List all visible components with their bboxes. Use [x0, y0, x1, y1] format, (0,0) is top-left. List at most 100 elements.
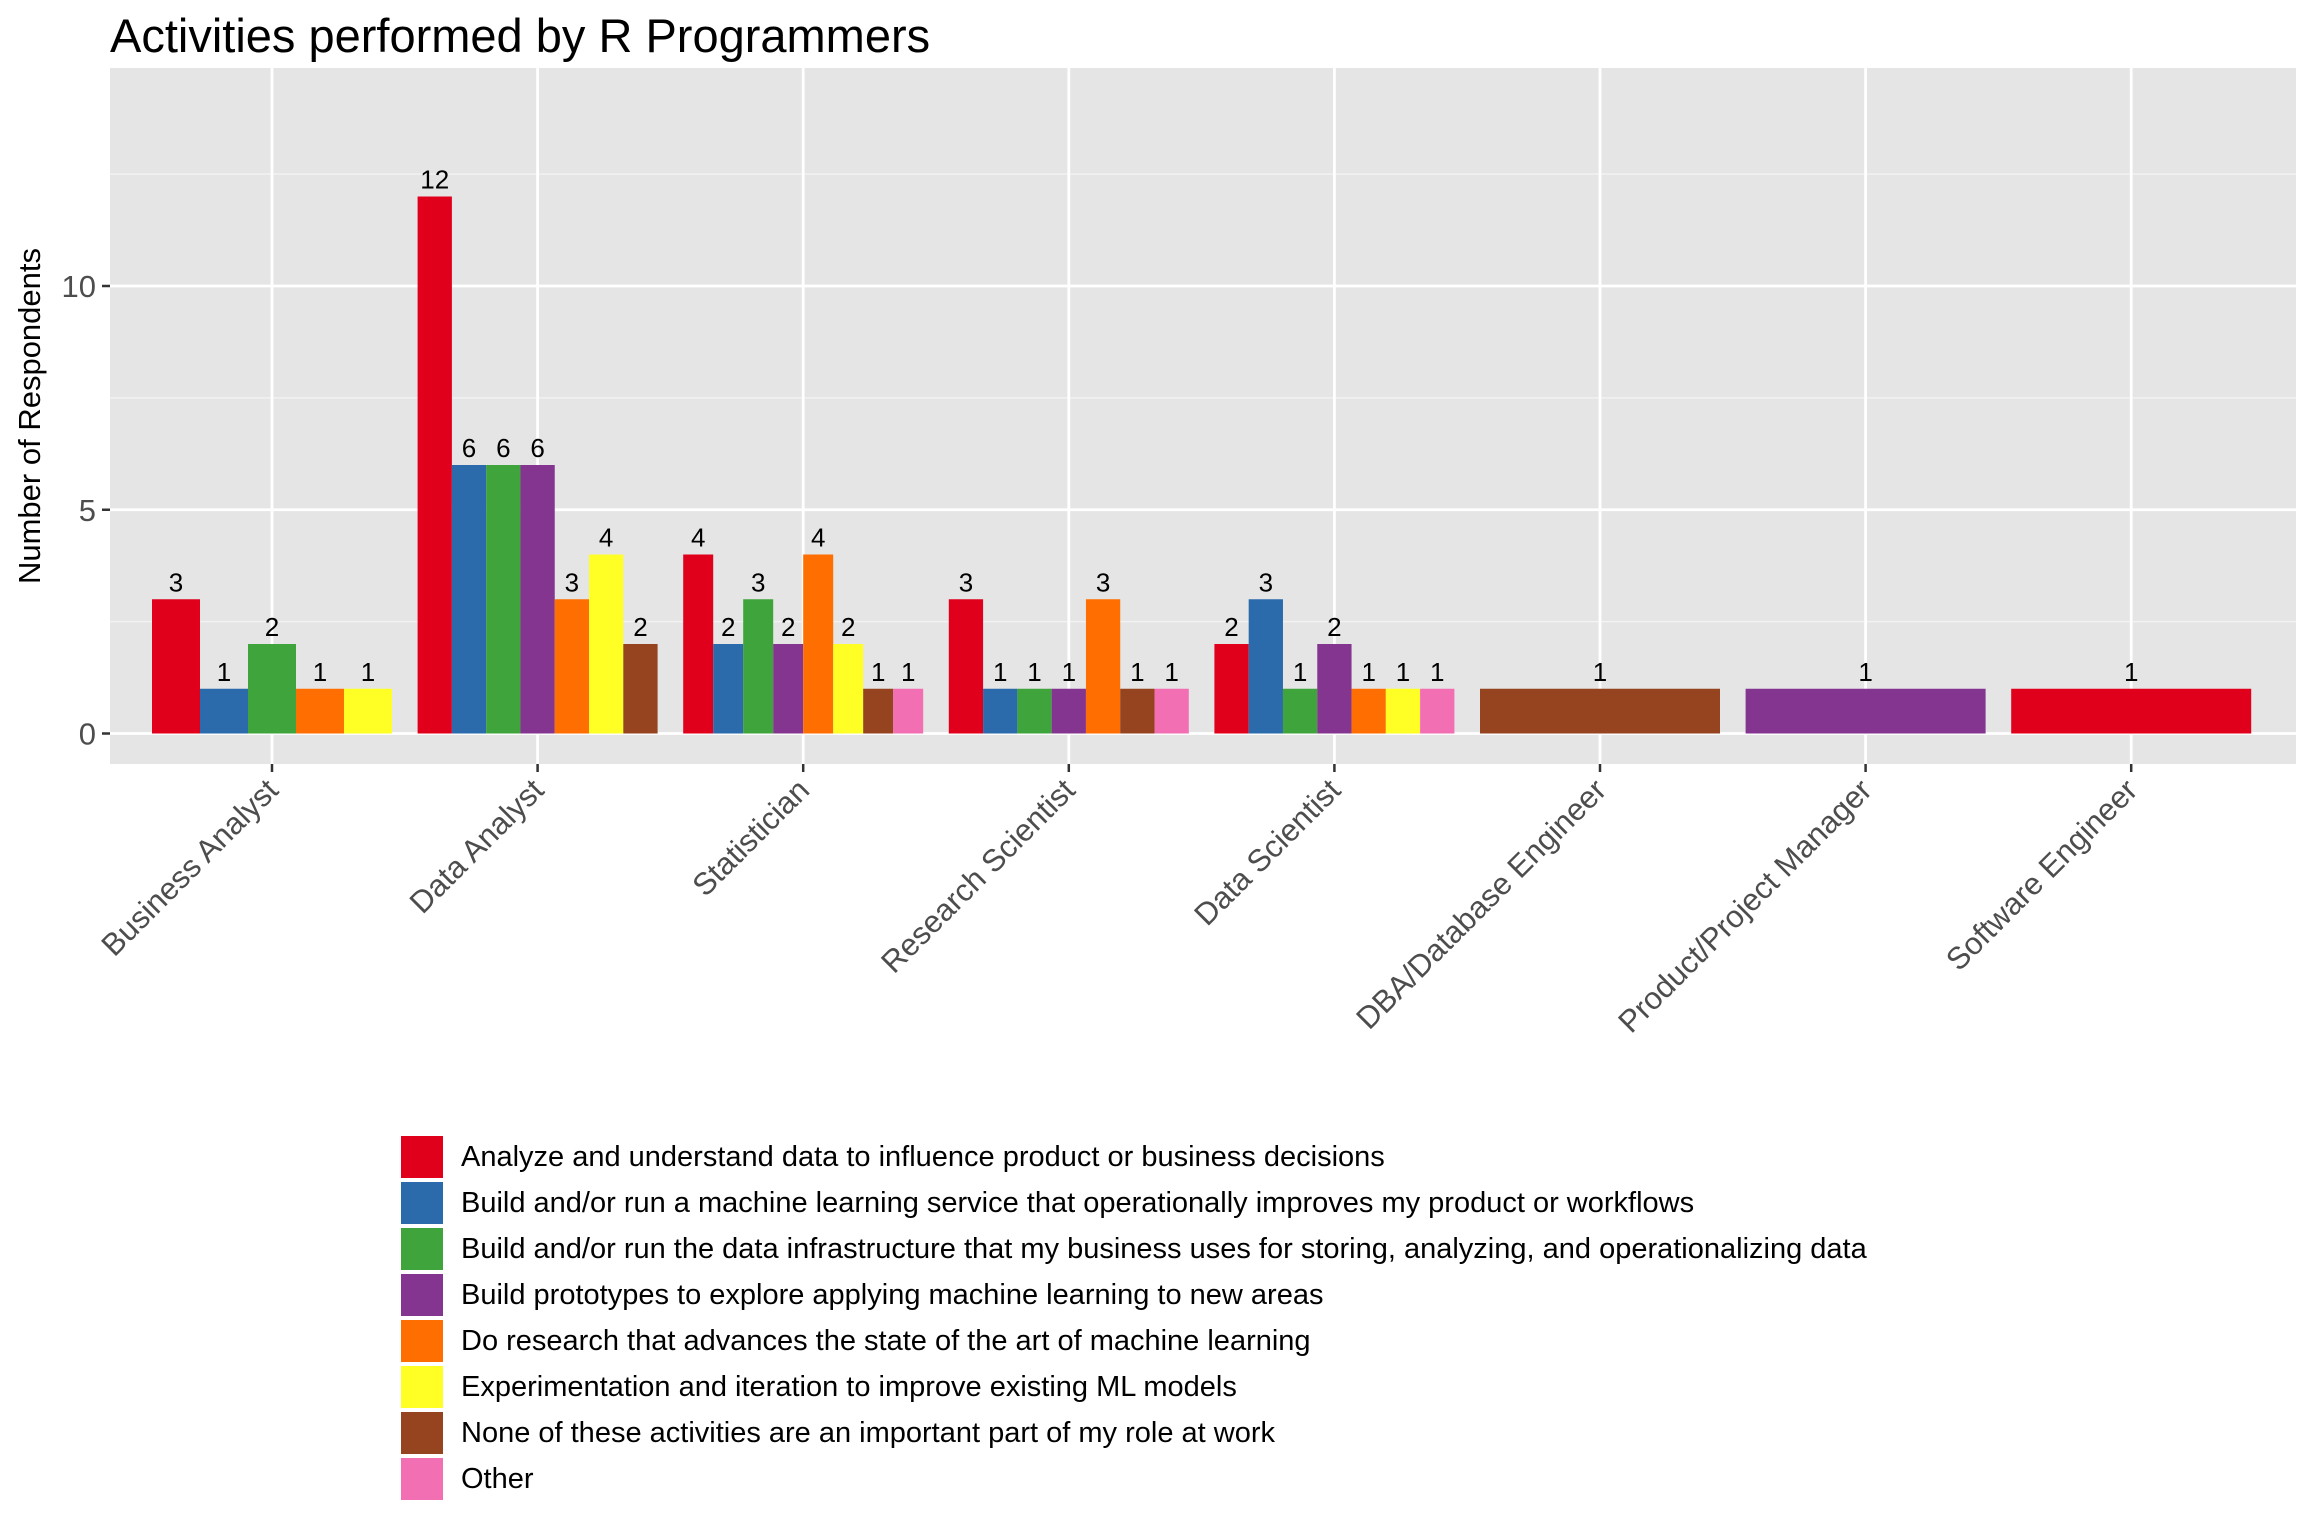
data-label: 1 — [1361, 657, 1375, 687]
bar — [248, 644, 296, 734]
data-label: 2 — [633, 612, 647, 642]
bar — [948, 599, 984, 734]
data-label: 2 — [781, 612, 795, 642]
y-axis: 0 5 10 — [62, 269, 110, 752]
data-label: 1 — [361, 657, 375, 687]
legend-item: Other — [401, 1456, 1867, 1502]
bar — [486, 465, 521, 734]
data-label: 3 — [169, 567, 183, 597]
legend-label: Analyze and understand data to influence… — [461, 1140, 1385, 1173]
bar — [152, 599, 200, 734]
legend-label: Build and/or run the data infrastructure… — [461, 1232, 1867, 1265]
legend-label: Build prototypes to explore applying mac… — [461, 1278, 1324, 1311]
data-label: 6 — [530, 433, 544, 463]
bar — [683, 554, 714, 734]
bar — [1120, 688, 1155, 734]
data-label: 3 — [1096, 567, 1110, 597]
legend-item: Build and/or run the data infrastructure… — [401, 1226, 1867, 1272]
legend-swatch — [401, 1136, 443, 1178]
data-label: 3 — [565, 567, 579, 597]
bar — [1051, 688, 1086, 734]
legend-label: Experimentation and iteration to improve… — [461, 1370, 1237, 1403]
chart-title: Activities performed by R Programmers — [110, 9, 931, 62]
bar — [1154, 688, 1189, 734]
data-label: 1 — [1593, 657, 1607, 687]
bar — [743, 599, 774, 734]
y-tick-label: 0 — [79, 717, 96, 752]
bar — [1420, 688, 1455, 734]
x-tick-label: Statistician — [685, 772, 816, 903]
bar — [1317, 644, 1352, 734]
bar — [296, 688, 344, 734]
bar — [803, 554, 834, 734]
data-label: 1 — [901, 657, 915, 687]
x-axis: Business Analyst Data Analyst Statistician… — [94, 764, 2144, 1039]
bar — [589, 554, 624, 734]
data-label: 12 — [420, 165, 449, 195]
data-label: 2 — [265, 612, 279, 642]
legend-item: Build and/or run a machine learning serv… — [401, 1180, 1867, 1226]
legend-swatch — [401, 1366, 443, 1408]
y-tick-label: 5 — [79, 493, 96, 528]
bar — [863, 688, 894, 734]
data-label: 2 — [841, 612, 855, 642]
data-label: 3 — [1259, 567, 1273, 597]
data-label: 1 — [1027, 657, 1041, 687]
data-label: 1 — [1062, 657, 1076, 687]
bar — [713, 644, 744, 734]
legend-item: Build prototypes to explore applying mac… — [401, 1272, 1867, 1318]
y-tick-label: 10 — [62, 269, 96, 304]
x-tick-label: Data Scientist — [1187, 772, 1347, 932]
bar — [554, 599, 590, 734]
data-label: 1 — [1293, 657, 1307, 687]
legend-label: Other — [461, 1462, 534, 1495]
bar — [1385, 688, 1421, 734]
data-label: 3 — [751, 567, 765, 597]
bar — [773, 644, 804, 734]
legend-swatch — [401, 1412, 443, 1454]
legend-swatch — [401, 1228, 443, 1270]
legend-item: None of these activities are an importan… — [401, 1410, 1867, 1456]
legend-item: Analyze and understand data to influence… — [401, 1134, 1867, 1180]
x-tick-label: Product/Project Manager — [1611, 772, 1878, 1039]
legend-label: Do research that advances the state of t… — [461, 1324, 1311, 1357]
data-label: 1 — [1164, 657, 1178, 687]
data-label: 1 — [1430, 657, 1444, 687]
data-label: 4 — [691, 523, 705, 553]
bar — [1248, 599, 1283, 734]
data-label: 1 — [313, 657, 327, 687]
data-label: 1 — [993, 657, 1007, 687]
legend-swatch — [401, 1274, 443, 1316]
bar — [1745, 688, 1986, 734]
data-label: 1 — [217, 657, 231, 687]
data-label: 2 — [1224, 612, 1238, 642]
legend-label: None of these activities are an importan… — [461, 1416, 1275, 1449]
legend-item: Experimentation and iteration to improve… — [401, 1364, 1867, 1410]
legend-swatch — [401, 1182, 443, 1224]
data-label: 1 — [871, 657, 885, 687]
bar — [344, 688, 392, 734]
legend-item: Do research that advances the state of t… — [401, 1318, 1867, 1364]
bar — [200, 688, 248, 734]
legend-swatch — [401, 1458, 443, 1500]
bar — [1085, 599, 1121, 734]
x-tick-label: Research Scientist — [874, 772, 1082, 980]
y-axis-title: Number of Respondents — [12, 248, 47, 584]
bar — [451, 465, 487, 734]
data-label: 3 — [959, 567, 973, 597]
bar — [1480, 688, 1720, 734]
bar — [520, 465, 555, 734]
data-label: 2 — [721, 612, 735, 642]
x-tick-label: DBA/Database Engineer — [1349, 772, 1613, 1036]
bar — [1351, 688, 1386, 734]
bar — [1214, 644, 1249, 734]
bar — [1017, 688, 1052, 734]
data-label: 2 — [1327, 612, 1341, 642]
data-label: 1 — [1396, 657, 1410, 687]
data-label: 4 — [811, 523, 825, 553]
x-tick-label: Software Engineer — [1939, 772, 2144, 977]
bar — [417, 196, 452, 734]
data-label: 6 — [462, 433, 476, 463]
